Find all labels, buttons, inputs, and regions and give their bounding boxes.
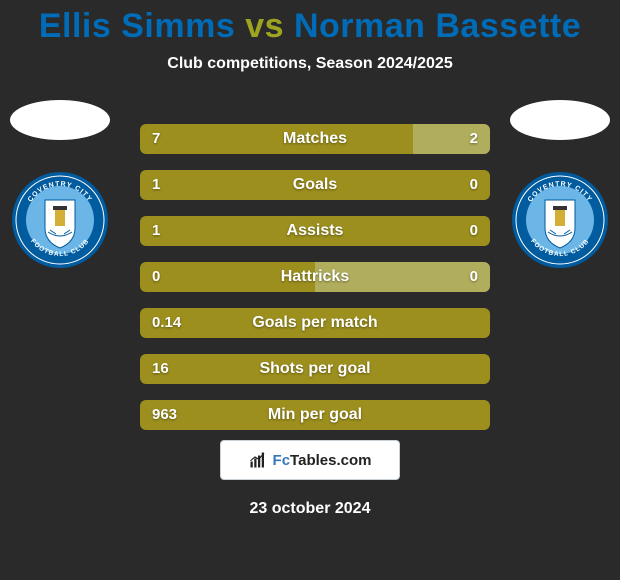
stat-row: Hattricks0 0 [140, 262, 490, 292]
stat-value-right: 0 [458, 216, 490, 246]
source-badge: FcTables.com [220, 440, 400, 480]
chart-icon [249, 451, 267, 469]
stat-label: Shots per goal [140, 354, 490, 384]
stat-value-left: 1 [140, 170, 172, 200]
stat-label: Matches [140, 124, 490, 154]
stat-value-left: 963 [140, 400, 189, 430]
stat-value-right: 0 [458, 262, 490, 292]
stat-value-left: 16 [140, 354, 181, 384]
subtitle: Club competitions, Season 2024/2025 [0, 55, 620, 73]
stat-value-right: 0 [458, 170, 490, 200]
stat-row: Matches7 2 [140, 124, 490, 154]
title-vs: vs [245, 7, 284, 45]
stat-value-left: 0.14 [140, 308, 193, 338]
stat-row: Min per goal963 [140, 400, 490, 430]
stat-row: Goals1 0 [140, 170, 490, 200]
stat-value-left: 7 [140, 124, 172, 154]
source-text: FcTables.com [273, 452, 372, 469]
date-label: 23 october 2024 [0, 500, 620, 518]
stat-label: Goals [140, 170, 490, 200]
stat-label: Hattricks [140, 262, 490, 292]
stat-row: Shots per goal16 [140, 354, 490, 384]
stats-bars: Matches72Goals10Assists10Hattricks00Goal… [140, 124, 490, 446]
brand-suffix: Tables.com [290, 452, 371, 469]
player2-club-crest: COVENTRY CITY FOOTBALL CLUB [510, 170, 610, 270]
stat-label: Assists [140, 216, 490, 246]
player1-photo [10, 100, 110, 140]
comparison-infographic: Ellis Simms vs Norman Bassette Club comp… [0, 0, 620, 580]
player2-photo [510, 100, 610, 140]
page-title: Ellis Simms vs Norman Bassette [0, 0, 620, 47]
stat-value-left: 0 [140, 262, 172, 292]
stat-value-right: 2 [458, 124, 490, 154]
player1-club-crest: COVENTRY CITY FOOTBALL CLUB [10, 170, 110, 270]
stat-value-left: 1 [140, 216, 172, 246]
stat-row: Goals per match0.14 [140, 308, 490, 338]
stat-row: Assists1 0 [140, 216, 490, 246]
stat-label: Min per goal [140, 400, 490, 430]
player2-name: Norman Bassette [294, 7, 581, 45]
brand-prefix: Fc [273, 452, 291, 469]
player1-name: Ellis Simms [39, 7, 235, 45]
